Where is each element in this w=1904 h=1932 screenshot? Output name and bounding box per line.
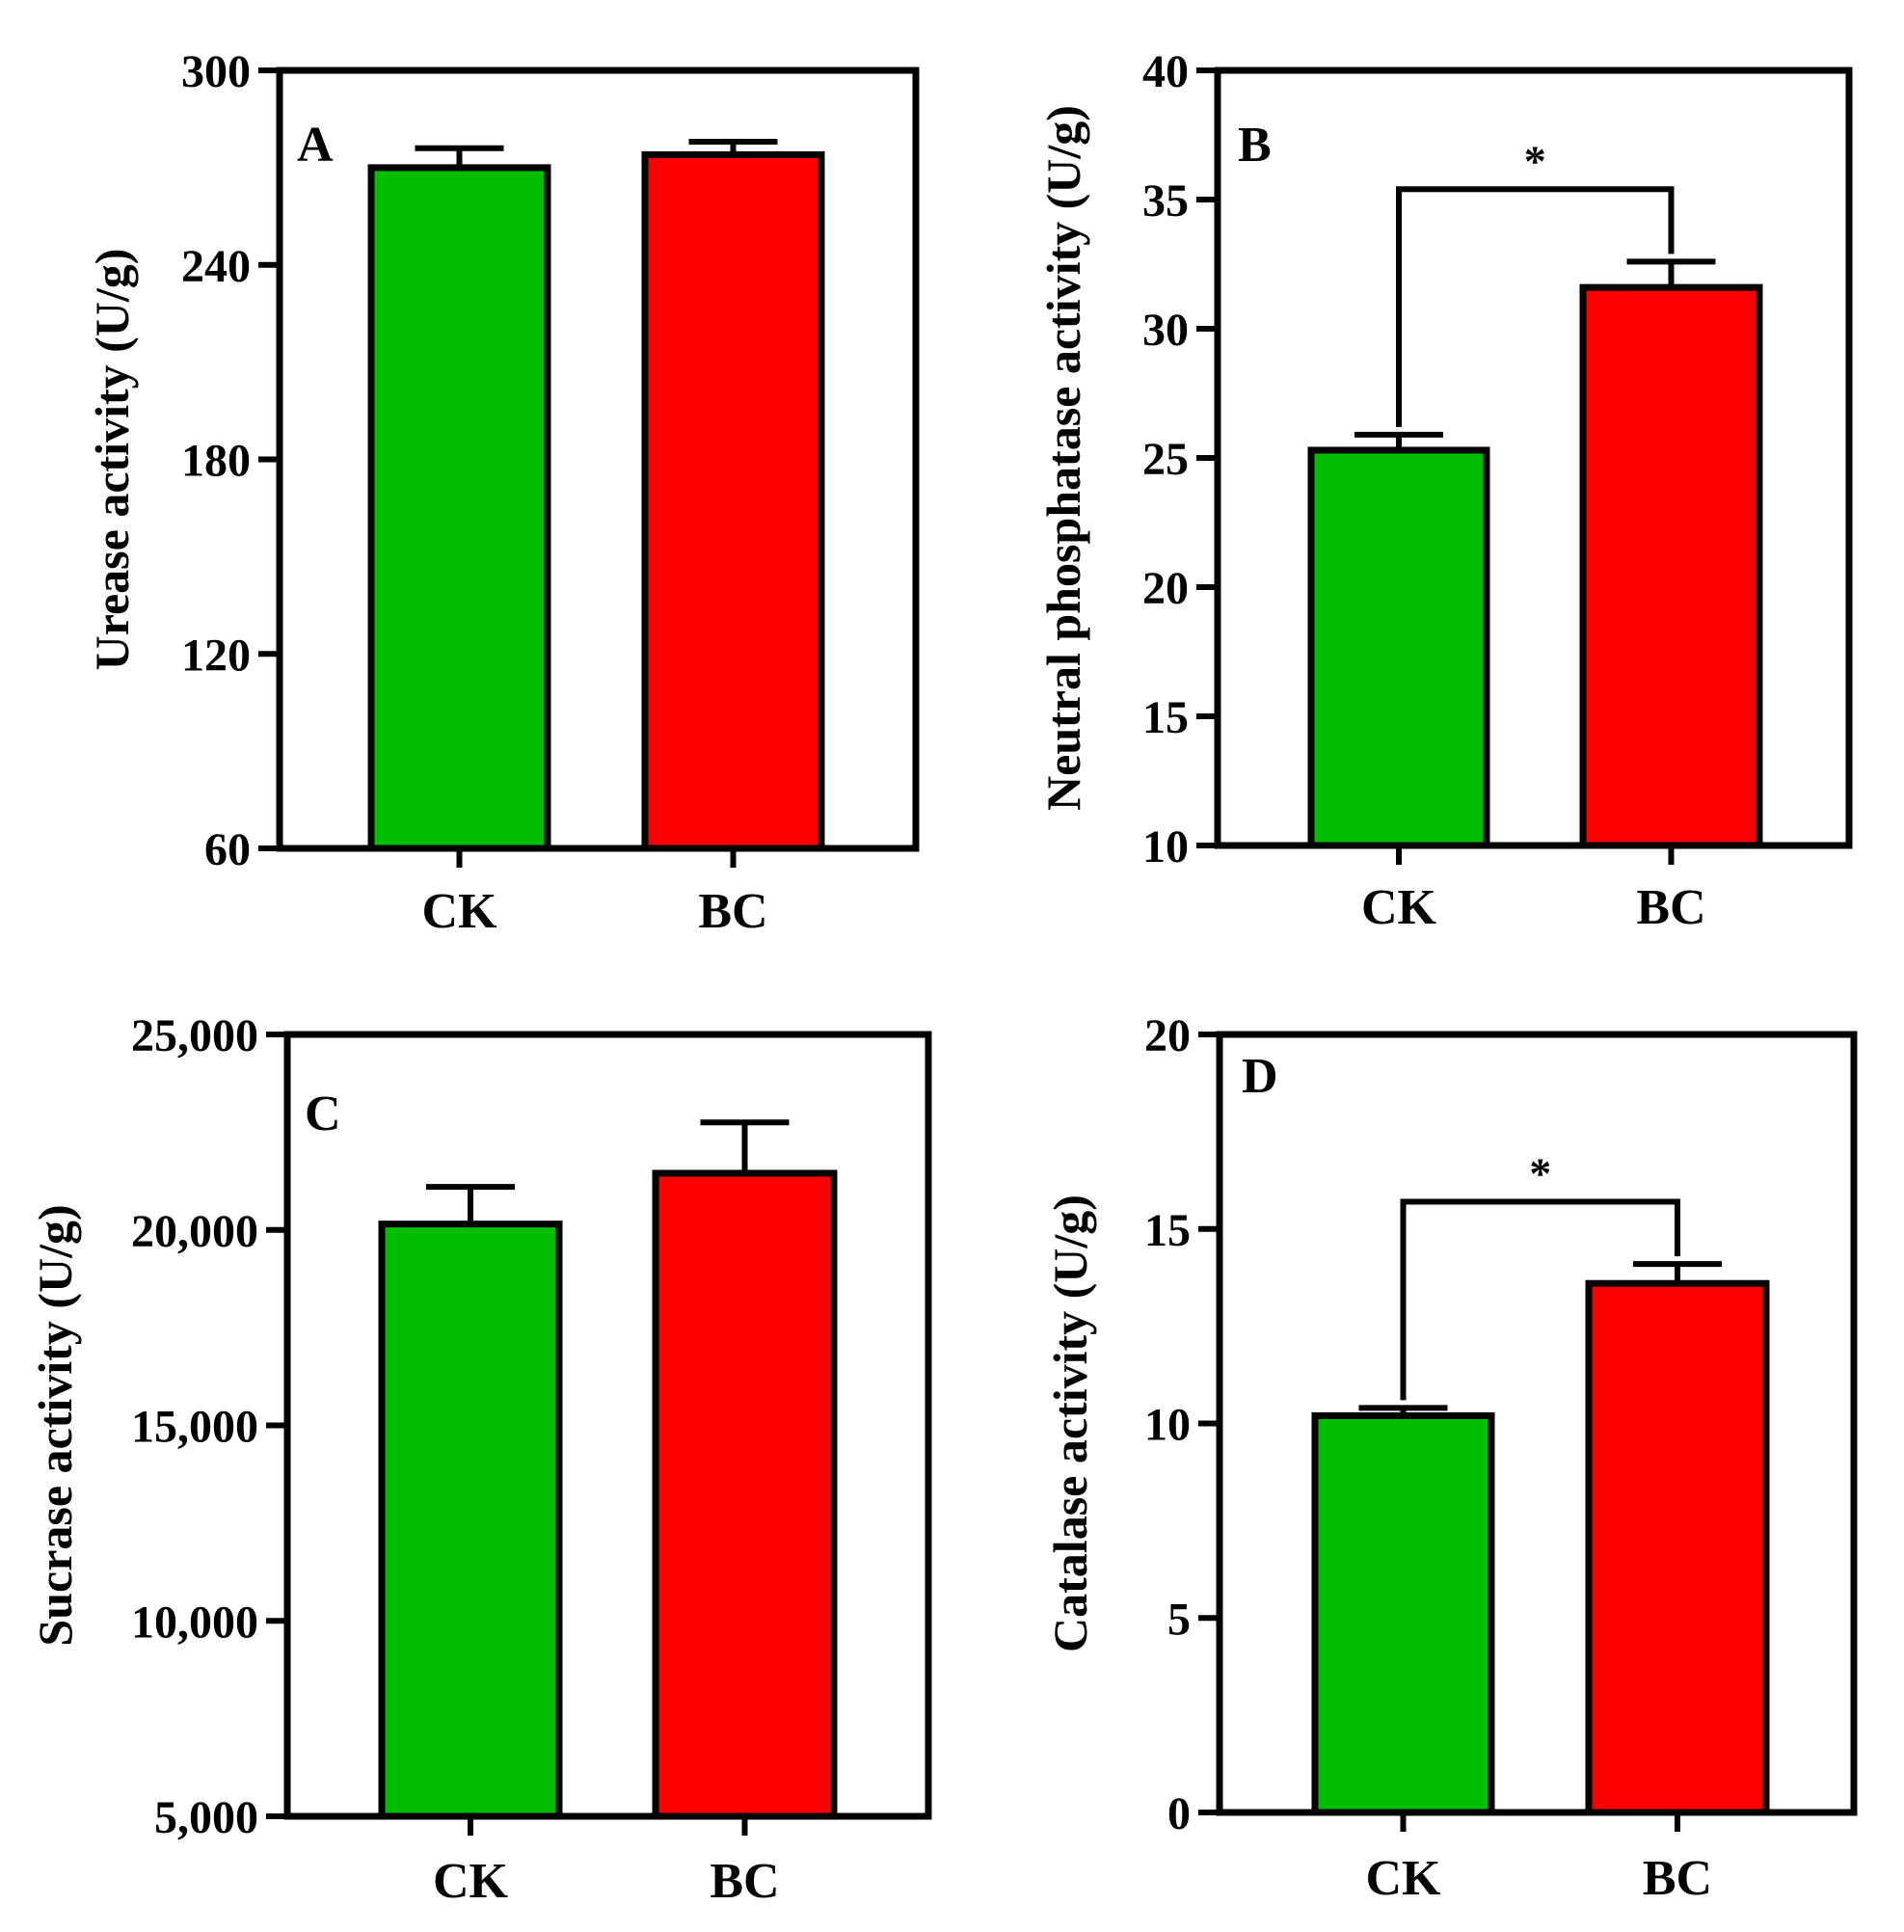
y-tick-label: 5 [1167,1594,1191,1645]
y-tick-label: 300 [181,46,251,97]
significance-bracket [1400,1198,1680,1401]
panel-letter: B [1238,118,1272,173]
category-label-bc: BC [1636,880,1705,935]
category-label-bc: BC [698,884,767,939]
category-label-ck: CK [1361,880,1437,935]
y-tick-label: 15 [1142,692,1189,743]
y-tick-label: 40 [1142,46,1189,97]
panel-c: CK BC 5,000 10,000 15,000 20,000 25,000 Sucrase… [28,1010,932,1909]
panel-letter: C [305,1087,341,1141]
category-label-ck: CK [433,1854,509,1909]
category-label-ck: CK [1366,1851,1442,1906]
y-tick-label: 10,000 [131,1597,258,1648]
y-tick-label: 60 [204,824,251,875]
y-axis-title: Urease activity (U/g) [85,249,139,671]
y-tick-label: 20 [1142,563,1189,614]
y-tick-label: 30 [1142,305,1189,356]
y-tick-label: 240 [181,241,251,292]
y-tick-label: 35 [1142,175,1189,227]
bar-bc [652,1169,838,1820]
y-axis-title: Neutral phosphatase activity (U/g) [1036,105,1090,811]
bar-ck [378,1221,563,1820]
y-axis-title: Catalase activity (U/g) [1043,1194,1097,1652]
y-tick-label: 10 [1142,821,1189,872]
y-tick-label: 25,000 [131,1010,258,1061]
bar-bc [1579,283,1763,849]
y-tick-label: 15 [1144,1205,1191,1256]
y-tick-label: 25 [1142,434,1189,485]
category-label-bc: BC [710,1854,779,1909]
y-tick-label: 180 [181,436,251,487]
panel-letter: D [1242,1049,1278,1104]
category-label-ck: CK [422,884,498,939]
significance-star: * [1524,136,1546,185]
y-tick-label: 10 [1144,1400,1191,1451]
y-axis-title: Sucrase activity (U/g) [28,1204,82,1646]
y-tick-label: 0 [1167,1788,1191,1839]
panel-a: CK BC 60 120 180 240 300 Urease activity (U/g) A [85,46,920,939]
y-tick-label: 120 [181,630,251,681]
bar-bc [641,150,825,852]
significance-star: * [1529,1149,1551,1198]
bar-ck [1311,1411,1495,1816]
panel-letter: A [297,118,334,173]
category-label-bc: BC [1643,1851,1712,1906]
panel-d: CK BC 0 5 10 15 20 Catalase activity (U/g) D * [1043,1010,1858,1906]
bar-ck [367,164,551,852]
y-tick-label: 20 [1144,1010,1191,1061]
y-tick-label: 5,000 [154,1792,258,1843]
y-tick-label: 15,000 [131,1402,258,1453]
significance-bracket [1396,186,1675,427]
y-tick-label: 20,000 [131,1206,258,1257]
bar-bc [1585,1279,1770,1816]
bar-ck [1307,446,1490,849]
panel-b: CK BC 10 15 20 25 30 35 40 Neutral phosphatase ac… [1036,46,1853,935]
